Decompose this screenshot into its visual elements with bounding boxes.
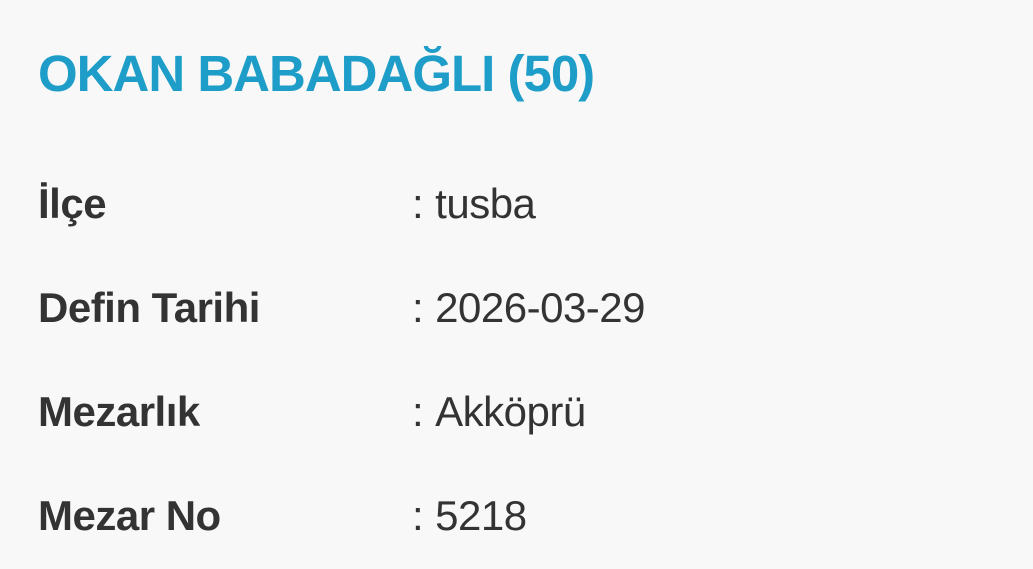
burial-date-value: 2026-03-29 bbox=[435, 283, 646, 331]
record-row-district: İlçe : tusba bbox=[38, 179, 1003, 227]
district-label: İlçe bbox=[38, 179, 107, 227]
burial-date-label: Defin Tarihi bbox=[38, 283, 260, 331]
record-row-burial-date: Defin Tarihi :2026-03-29 bbox=[38, 283, 1003, 331]
district-value: tusba bbox=[435, 179, 536, 227]
record-row-grave-number: Mezar No :5218 bbox=[38, 491, 1003, 539]
separator-colon: : bbox=[412, 283, 424, 331]
cemetery-value: Akköprü bbox=[435, 387, 586, 435]
district-value-group: : tusba bbox=[412, 179, 536, 227]
separator-colon: : bbox=[412, 179, 424, 227]
grave-number-value: 5218 bbox=[435, 491, 527, 539]
cemetery-label: Mezarlık bbox=[38, 387, 200, 435]
separator-colon: : bbox=[412, 491, 424, 539]
burial-date-value-group: :2026-03-29 bbox=[412, 283, 646, 331]
separator-colon: : bbox=[412, 387, 424, 435]
grave-number-label: Mezar No bbox=[38, 491, 221, 539]
page-title: OKAN BABADAĞLI (50) bbox=[38, 45, 595, 102]
record-details: İlçe : tusba Defin Tarihi :2026-03-29 Mez… bbox=[38, 179, 1003, 539]
record-row-cemetery: Mezarlık : Akköprü bbox=[38, 387, 1003, 435]
grave-number-value-group: :5218 bbox=[412, 491, 527, 539]
burial-record-card: OKAN BABADAĞLI (50) İlçe : tusba Defin Ta… bbox=[38, 45, 1003, 539]
cemetery-value-group: : Akköprü bbox=[412, 387, 586, 435]
